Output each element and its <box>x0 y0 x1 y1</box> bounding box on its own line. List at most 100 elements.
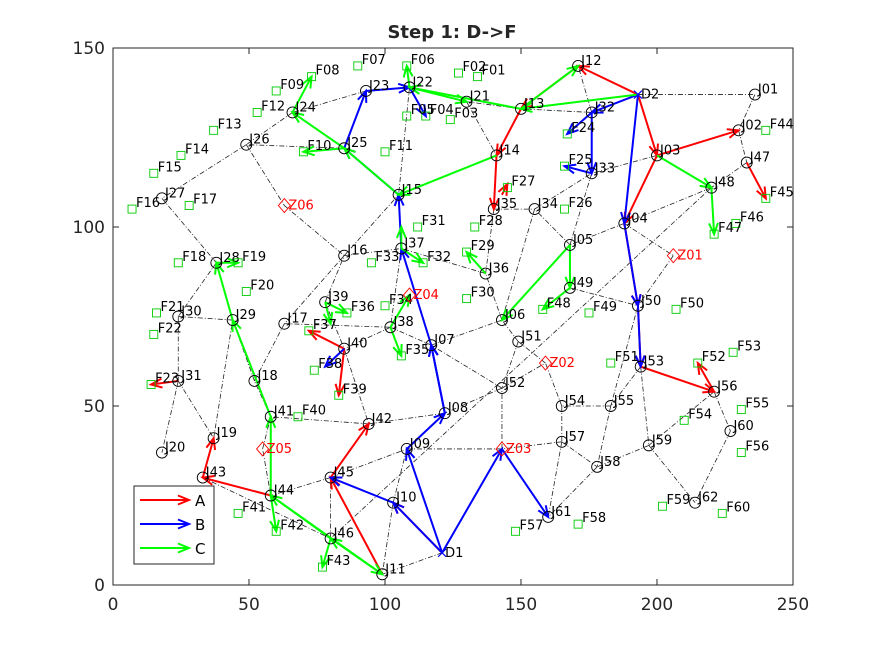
fire-node: F21 <box>152 300 185 318</box>
network-edge <box>177 262 217 317</box>
route-arrow-a <box>148 377 179 389</box>
network-edge <box>577 65 593 113</box>
network-edge <box>501 341 519 389</box>
y-tick-label: 150 <box>73 39 105 59</box>
fire-node: F30 <box>462 286 495 304</box>
junction-label: J04 <box>626 211 647 226</box>
fire-label: F42 <box>280 518 304 533</box>
network-edge <box>466 101 522 110</box>
junction-label: J07 <box>433 333 454 348</box>
fire-label: F57 <box>520 518 544 533</box>
network-edge <box>534 172 592 210</box>
network-edge <box>624 187 712 224</box>
route-arrows <box>148 63 768 576</box>
fire-node: F40 <box>293 404 326 422</box>
zone-label: Z06 <box>288 199 313 214</box>
junction-node: J16 <box>338 244 368 262</box>
junction-marker <box>618 217 631 230</box>
fire-node: F41 <box>233 500 266 518</box>
junction-label: J16 <box>346 244 367 259</box>
network-edge <box>518 341 546 364</box>
network-edge <box>547 441 563 518</box>
junction-node: J05 <box>564 233 593 251</box>
fire-node: F33 <box>366 250 399 268</box>
zone-marker <box>277 197 291 214</box>
fire-marker <box>241 286 251 296</box>
fire-node: F24 <box>562 121 595 139</box>
fire-marker <box>470 222 480 232</box>
fire-label: F15 <box>158 160 182 175</box>
route-arrow-b <box>428 342 446 414</box>
junction-marker <box>278 317 291 330</box>
junction-node: J31 <box>172 369 202 387</box>
fire-marker <box>146 380 156 389</box>
legend-entry: A <box>140 492 206 510</box>
network-edge <box>202 477 331 539</box>
fire-marker <box>149 329 159 339</box>
junction-label: J49 <box>572 276 593 291</box>
fire-label: F11 <box>389 139 413 154</box>
junction-label: J51 <box>520 330 541 345</box>
junction-label: J47 <box>749 151 770 166</box>
depot-node: D2 <box>633 88 659 103</box>
junction-node: J35 <box>487 197 517 216</box>
junction-marker <box>748 88 761 101</box>
fire-node: F32 <box>418 250 451 268</box>
junction-node: J29 <box>226 308 256 327</box>
junction-label: J55 <box>613 394 634 409</box>
zone-label: Z05 <box>267 442 292 457</box>
fire-node: F47 <box>709 221 742 239</box>
junction-marker <box>564 281 576 294</box>
fire-label: F17 <box>193 193 217 208</box>
plot-frame <box>112 47 794 586</box>
network-edge <box>610 366 641 407</box>
junction-label: J45 <box>333 466 354 481</box>
zone-node: Z04 <box>402 287 439 303</box>
junction-label: J41 <box>273 405 294 420</box>
legend-entry: C <box>140 540 205 558</box>
junction-label: J46 <box>333 526 354 541</box>
fire-node: F04 <box>421 103 454 121</box>
junction-label: J43 <box>205 466 226 481</box>
depot-label: D1 <box>445 546 463 561</box>
fire-label: F28 <box>479 214 503 229</box>
junction-node: J24 <box>286 100 316 119</box>
fire-label: F34 <box>389 293 413 308</box>
fire-marker <box>152 308 161 318</box>
junction-marker <box>240 138 253 151</box>
junction-marker <box>438 407 451 420</box>
fire-label: F06 <box>411 53 435 68</box>
legend-label: A <box>195 492 206 510</box>
fire-marker <box>293 412 303 422</box>
junction-marker <box>324 471 337 484</box>
fire-label: F27 <box>511 175 535 190</box>
junction-node: J42 <box>362 412 392 430</box>
junction-marker <box>248 374 261 387</box>
junction-marker <box>564 238 576 251</box>
junction-marker <box>496 382 508 395</box>
fire-label: F22 <box>158 321 182 336</box>
fire-node: F49 <box>584 300 617 318</box>
junction-node: J03 <box>651 143 680 162</box>
junction-node: J47 <box>740 151 770 169</box>
junction-marker <box>395 242 408 255</box>
fire-node: F31 <box>413 214 446 232</box>
fire-marker <box>380 301 390 311</box>
network-edge <box>324 302 345 349</box>
fire-label: F44 <box>770 117 794 132</box>
fire-marker <box>462 294 472 304</box>
route-arrow-c <box>320 538 332 570</box>
junction-node: J22 <box>403 75 433 94</box>
junction-node: J51 <box>512 330 542 348</box>
fire-marker <box>334 390 344 400</box>
network-edge <box>344 326 391 350</box>
depot-label: D2 <box>641 88 659 103</box>
network-edge <box>501 208 535 321</box>
junction-label: J22 <box>411 75 432 90</box>
fire-label: F33 <box>375 250 399 265</box>
junction-node: J46 <box>324 526 354 545</box>
junction-marker <box>591 460 604 473</box>
fire-node: F13 <box>209 117 242 135</box>
junction-marker <box>460 95 473 108</box>
legend-label: B <box>195 516 205 534</box>
